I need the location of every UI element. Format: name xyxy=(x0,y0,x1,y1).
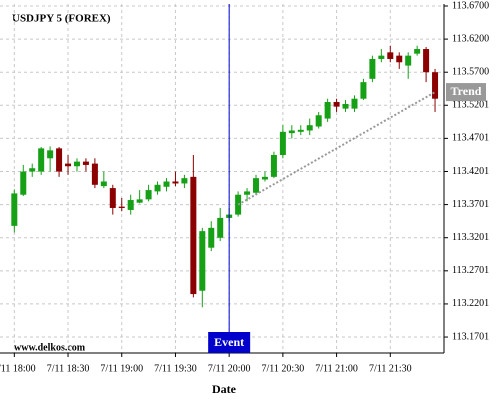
x-axis-label: Date xyxy=(212,382,237,396)
candle-body xyxy=(11,193,18,226)
candle-body xyxy=(270,154,277,177)
candle-body xyxy=(342,103,349,109)
y-tick-label: 113.4201 xyxy=(452,166,489,177)
candle-body xyxy=(324,102,331,119)
y-tick-label: 113.3701 xyxy=(452,199,489,210)
x-tick-label: 7/11 18:30 xyxy=(47,363,90,374)
y-tick-label: 113.5700 xyxy=(452,67,489,78)
candle-body xyxy=(369,58,376,79)
y-tick-label: 113.4701 xyxy=(452,133,489,144)
candle-body xyxy=(315,115,322,127)
y-tick-label: 113.3201 xyxy=(452,232,489,243)
y-tick-label: 113.2701 xyxy=(452,265,489,276)
candle-body xyxy=(172,181,179,184)
candle-body xyxy=(190,176,197,295)
candle-body xyxy=(118,206,125,208)
y-tick-label: 113.2201 xyxy=(452,298,489,309)
candle-body xyxy=(405,55,412,66)
trend-box xyxy=(446,83,486,102)
candle-body xyxy=(432,72,439,99)
candle-body xyxy=(127,200,134,210)
candle-body xyxy=(199,231,206,291)
candle-body xyxy=(288,130,295,134)
candle-body xyxy=(100,181,107,187)
candle-body xyxy=(91,163,98,185)
candle-body xyxy=(20,171,27,195)
event-box xyxy=(208,332,251,353)
candle-body xyxy=(163,181,170,187)
trend-line xyxy=(237,91,436,206)
x-tick-label: 7/11 19:30 xyxy=(154,363,197,374)
candle-body xyxy=(217,217,224,238)
candle-body xyxy=(181,178,188,184)
event-label: Event xyxy=(214,335,244,349)
candle-body xyxy=(208,227,215,248)
candle-body xyxy=(351,98,358,109)
candle-body xyxy=(333,102,340,107)
candle-body xyxy=(65,163,72,167)
x-tick-label: 7/11 19:00 xyxy=(100,363,143,374)
candle-body xyxy=(47,150,54,159)
candle-body xyxy=(423,49,430,73)
candle-body xyxy=(154,184,161,192)
candle-body xyxy=(378,55,385,59)
watermark: www.delkos.com xyxy=(14,342,86,353)
candle-body xyxy=(82,161,89,165)
candle-body xyxy=(261,176,268,180)
x-tick-label: 7/11 21:00 xyxy=(315,363,358,374)
y-tick-label: 113.6200 xyxy=(452,33,489,44)
candle-body xyxy=(360,82,367,99)
candle-body xyxy=(29,168,36,172)
candle-body xyxy=(73,161,80,167)
candle-body xyxy=(414,49,421,54)
candle-body xyxy=(136,199,143,203)
chart-title: USDJPY 5 (FOREX) xyxy=(12,13,111,25)
x-tick-label: 7/11 18:00 xyxy=(0,363,36,374)
candle-body xyxy=(306,125,313,131)
trend-label: Trend xyxy=(451,84,482,98)
y-tick-label: 113.1701 xyxy=(452,331,489,342)
x-tick-label: 7/11 21:30 xyxy=(369,363,412,374)
candle-body xyxy=(56,148,63,172)
candle-body xyxy=(279,131,286,155)
candle-body xyxy=(38,148,45,172)
candle-body xyxy=(109,188,116,208)
candle-body xyxy=(244,191,251,195)
y-tick-label: 113.5201 xyxy=(452,100,489,111)
candle-body xyxy=(297,129,304,132)
candle-body xyxy=(387,52,394,59)
candle-body xyxy=(396,55,403,63)
x-tick-label: 7/11 20:00 xyxy=(208,363,251,374)
x-tick-label: 7/11 20:30 xyxy=(262,363,305,374)
candle-body xyxy=(253,178,260,193)
candle-body xyxy=(145,190,152,200)
y-tick-label: 113.6700 xyxy=(452,0,489,11)
